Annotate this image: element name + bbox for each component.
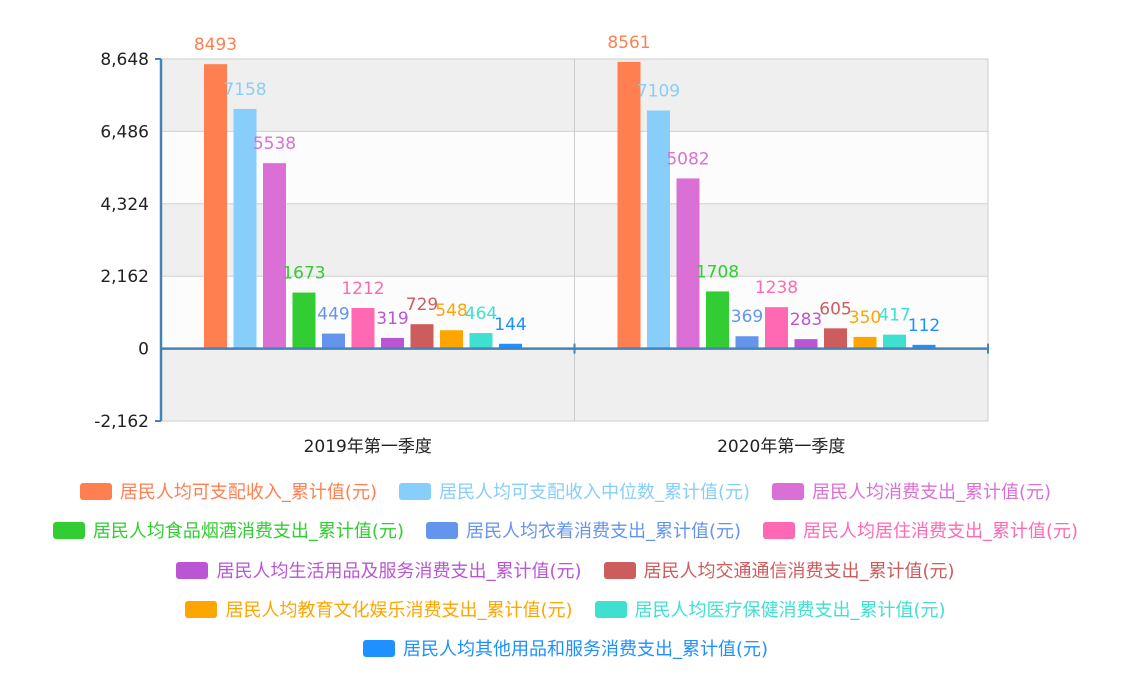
bar <box>706 291 729 349</box>
legend-swatch <box>772 482 805 500</box>
legend-swatch <box>763 521 796 539</box>
legend-row: 居民人均教育文化娱乐消费支出_累计值(元) 居民人均医疗保健消费支出_累计值(元) <box>0 596 1131 622</box>
legend-label: 居民人均可支配收入中位数_累计值(元) <box>438 482 751 503</box>
data-label: 369 <box>731 307 763 327</box>
bar <box>263 163 286 349</box>
legend-label: 居民人均交通通信消费支出_累计值(元) <box>643 561 955 582</box>
bar <box>735 336 759 349</box>
bar <box>617 61 641 349</box>
legend-label: 居民人均其他用品和服务消费支出_累计值(元) <box>402 639 769 660</box>
legend-item[interactable]: 居民人均衣着消费支出_累计值(元) <box>425 517 742 543</box>
data-label: 112 <box>908 316 940 336</box>
bar <box>233 108 257 349</box>
bar <box>440 330 463 349</box>
legend-swatch <box>176 561 209 579</box>
legend-label: 居民人均食品烟酒消费支出_累计值(元) <box>92 521 404 542</box>
data-label: 449 <box>317 305 349 325</box>
legend-swatch <box>594 600 627 618</box>
data-label: 8493 <box>194 35 237 55</box>
bar <box>351 308 375 349</box>
bar <box>410 324 434 349</box>
bar <box>292 292 316 349</box>
legend-item[interactable]: 居民人均医疗保健消费支出_累计值(元) <box>594 596 946 622</box>
legend-swatch <box>425 521 458 539</box>
data-label: 605 <box>819 299 851 319</box>
data-label: 8561 <box>607 33 650 53</box>
bar <box>676 178 700 349</box>
legend-swatch <box>185 600 218 618</box>
y-tick-label: 6,486 <box>100 122 149 142</box>
bar-chart: 8,648 6,486 4,324 2,162 0 -2,162 8493 7158 5538 1… <box>94 33 989 457</box>
legend-item[interactable]: 居民人均其他用品和服务消费支出_累计值(元) <box>362 635 769 661</box>
data-label: 417 <box>878 306 910 326</box>
bar <box>499 343 522 349</box>
bar <box>912 344 936 349</box>
legend-label: 居民人均衣着消费支出_累计值(元) <box>465 521 742 542</box>
legend-row: 居民人均可支配收入_累计值(元) 居民人均可支配收入中位数_累计值(元) 居民人均消… <box>0 478 1131 504</box>
legend-swatch <box>362 639 395 657</box>
data-label: 144 <box>494 315 526 335</box>
legend-label: 居民人均可支配收入_累计值(元) <box>119 482 377 503</box>
legend-label: 居民人均居住消费支出_累计值(元) <box>803 521 1079 542</box>
data-label: 7158 <box>223 80 266 100</box>
legend-swatch <box>398 482 431 500</box>
data-label: 319 <box>376 309 408 329</box>
data-label: 1673 <box>282 264 325 284</box>
y-tick-label: -2,162 <box>94 412 149 432</box>
data-label: 729 <box>406 295 438 315</box>
x-tick-label: 2019年第一季度 <box>304 437 432 457</box>
legend-swatch <box>79 482 112 500</box>
legend-label: 居民人均生活用品及服务消费支出_累计值(元) <box>216 561 582 582</box>
y-tick-label: 2,162 <box>100 267 149 287</box>
data-label: 1238 <box>755 278 798 298</box>
legend-row: 居民人均食品烟酒消费支出_累计值(元) 居民人均衣着消费支出_累计值(元) 居民人均… <box>0 517 1131 543</box>
legend-swatch <box>603 561 636 579</box>
legend-item[interactable]: 居民人均可支配收入中位数_累计值(元) <box>398 478 751 504</box>
legend-item[interactable]: 居民人均教育文化娱乐消费支出_累计值(元) <box>185 596 573 622</box>
data-label: 350 <box>849 308 881 328</box>
data-label: 5082 <box>666 149 709 169</box>
legend-row: 居民人均其他用品和服务消费支出_累计值(元) <box>0 635 1131 661</box>
y-tick-label: 8,648 <box>100 50 149 70</box>
bar <box>647 110 670 349</box>
x-tick-label: 2020年第一季度 <box>717 437 845 457</box>
legend-item[interactable]: 居民人均居住消费支出_累计值(元) <box>763 517 1078 543</box>
data-label: 1212 <box>341 279 384 299</box>
bar <box>794 339 818 349</box>
bar <box>469 333 493 349</box>
legend-label: 居民人均消费支出_累计值(元) <box>812 482 1052 503</box>
data-label: 1708 <box>696 262 739 282</box>
legend-item[interactable]: 居民人均食品烟酒消费支出_累计值(元) <box>52 517 404 543</box>
legend-label: 居民人均医疗保健消费支出_累计值(元) <box>634 600 946 621</box>
bar <box>381 337 404 349</box>
legend-label: 居民人均教育文化娱乐消费支出_累计值(元) <box>225 600 573 621</box>
legend-item[interactable]: 居民人均生活用品及服务消费支出_累计值(元) <box>176 557 582 583</box>
legend-row: 居民人均生活用品及服务消费支出_累计值(元) 居民人均交通通信消费支出_累计值(元… <box>0 557 1131 583</box>
legend-item[interactable]: 居民人均可支配收入_累计值(元) <box>79 478 377 504</box>
bar <box>883 334 906 349</box>
data-label: 5538 <box>253 134 296 154</box>
bar <box>853 336 877 349</box>
y-tick-label: 4,324 <box>100 195 149 215</box>
data-label: 464 <box>465 304 497 324</box>
bar <box>765 307 788 349</box>
bar <box>322 333 345 349</box>
y-tick-label: 0 <box>138 340 149 360</box>
bar <box>824 328 847 349</box>
legend-item[interactable]: 居民人均消费支出_累计值(元) <box>772 478 1051 504</box>
legend-swatch <box>52 521 85 539</box>
data-label: 548 <box>435 301 467 321</box>
bar <box>204 64 227 349</box>
data-label: 7109 <box>637 82 680 102</box>
data-label: 283 <box>790 310 822 330</box>
legend-item[interactable]: 居民人均交通通信消费支出_累计值(元) <box>603 557 955 583</box>
